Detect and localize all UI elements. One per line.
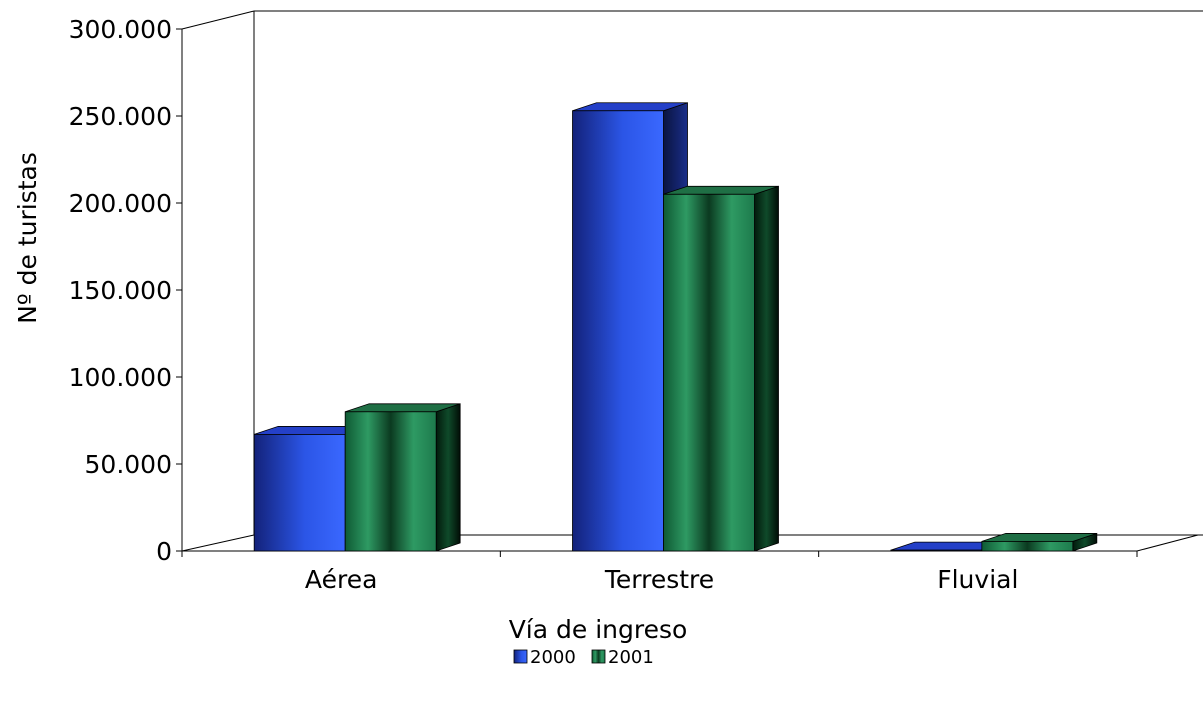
bar-side-face: [754, 185, 779, 552]
bar-front-face: [890, 549, 983, 552]
bars-group: [253, 102, 1098, 552]
bar-front-face: [344, 411, 437, 552]
x-tick-label: Terrestre: [604, 565, 714, 594]
bar-2001-Fluvial: [981, 532, 1098, 552]
y-tick-label: 100.000: [69, 363, 172, 392]
left-wall-top-edge: [181, 10, 255, 30]
y-axis-ticks: 0 50.000 100.000 150.000 200.000 250.000 300.0…: [69, 15, 182, 566]
floor-left-edge: [181, 534, 255, 552]
legend-swatch: [513, 649, 528, 664]
bar-side-face: [435, 403, 461, 552]
y-tick-label: 200.000: [69, 189, 172, 218]
bar-2001-Aérea: [344, 403, 461, 552]
y-tick-label: 150.000: [69, 276, 172, 305]
x-axis-ticks: Aérea Terrestre Fluvial: [181, 551, 1138, 594]
y-tick-label: 250.000: [69, 102, 172, 131]
bar-2001-Terrestre: [663, 185, 779, 552]
floor-right-edge: [1136, 534, 1199, 552]
y-tick-label: 300.000: [69, 15, 172, 44]
y-tick-label: 50.000: [85, 450, 172, 479]
x-tick-label: Aérea: [305, 565, 377, 594]
legend-swatch: [591, 649, 606, 664]
x-tick-label: Fluvial: [937, 565, 1018, 594]
bar-front-face: [663, 193, 755, 552]
legend-label: 2000: [530, 647, 576, 668]
legend-item-2000: 2000: [513, 647, 576, 668]
x-axis-title: Vía de ingreso: [509, 615, 688, 644]
bar-front-face: [572, 110, 664, 552]
legend: 2000 2001: [513, 647, 654, 668]
bar-front-face: [253, 434, 346, 552]
bar-front-face: [981, 541, 1074, 552]
y-axis-title: Nº de turistas: [13, 152, 42, 324]
legend-item-2001: 2001: [591, 647, 654, 668]
y-tick-label: 0: [156, 537, 172, 566]
legend-label: 2001: [608, 647, 654, 668]
